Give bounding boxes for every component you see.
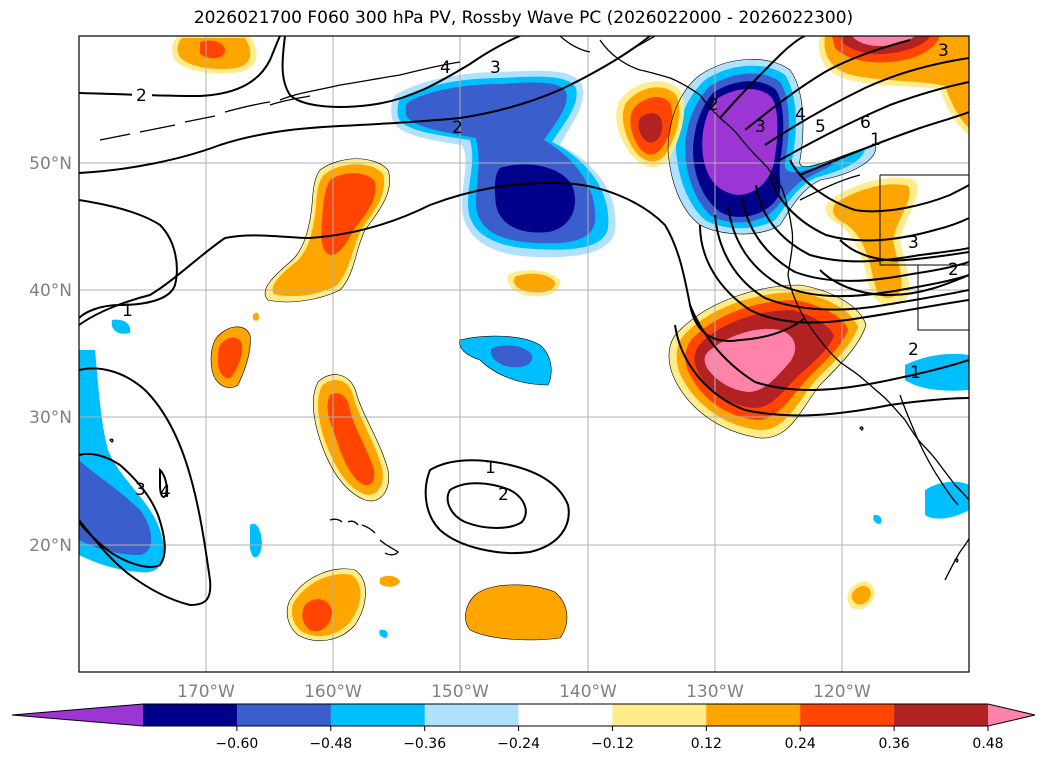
lon-label-130w: 130°W [686,682,744,702]
colorbar-segment [800,704,895,726]
contour-label: 6 [860,113,871,133]
contour-labels: 2 4 3 2 2 1 4 5 6 3 1 2 1 3 4 1 2 3 2 3 [122,41,959,505]
contour-label: 1 [870,130,881,150]
contour-label: 1 [485,458,496,478]
colorbar-segment [143,704,238,726]
contour-label: 2 [498,485,509,505]
colorbar-tick-label: 0.24 [785,736,816,752]
anomaly-outlines [210,59,876,641]
colorbar-extension-high [988,704,1035,726]
colorbar-labels: −0.60 −0.48 −0.36 −0.24 −0.12 0.12 0.24 0.36 0.4… [215,726,1004,752]
contour-label: 2 [948,260,959,280]
positive-anomaly-south-central [465,584,567,640]
contour-label: 1 [122,301,133,321]
positive-anomaly-northwest [172,36,257,74]
negative-anomaly-east [379,353,969,638]
lat-label-50n: 50°N [29,154,72,174]
colorbar-segment [612,704,707,726]
contour-label: 2 [908,340,919,360]
map-content: 2 4 3 2 2 1 4 5 6 3 1 2 1 3 4 1 2 3 2 3 [79,36,969,672]
colorbar-tick-label: −0.36 [403,736,446,752]
colorbar-segment [424,704,520,726]
contour-label: 1 [910,363,921,383]
colorbar-tick-label: 0.48 [972,736,1003,752]
colorbar-segment [706,704,801,726]
colorbar [11,703,1036,727]
lon-label-140w: 140°W [559,682,617,702]
longitude-labels: 170°W 160°W 150°W 140°W 130°W 120°W [177,682,871,702]
map-frame [78,35,970,673]
lat-label-30n: 30°N [29,408,72,428]
colorbar-tick-label: −0.24 [497,736,540,752]
coastlines [99,36,969,581]
negative-anomaly-west-edge [79,319,262,573]
colorbar-segment [330,704,426,726]
lon-label-150w: 150°W [431,682,489,702]
map-title: 2026021700 F060 300 hPa PV, Rossby Wave … [193,8,854,28]
contour-label: 3 [490,58,501,78]
negative-anomaly-subtropical [459,336,552,385]
colorbar-outline [11,703,1036,727]
colorbar-segment [518,704,613,726]
colorbar-tick-label: −0.12 [591,736,634,752]
colorbar-extension-low [12,704,143,726]
positive-anomaly-small-west [211,312,260,388]
lon-label-120w: 120°W [813,682,871,702]
contour-label: 3 [755,117,766,137]
contour-label: 4 [160,482,171,502]
positive-anomaly-mexico [380,575,875,610]
lat-label-20n: 20°N [29,536,72,556]
lon-label-170w: 170°W [177,682,235,702]
graticule [79,36,969,672]
colorbar-tick-label: 0.36 [879,736,910,752]
latitude-labels: 50°N 40°N 30°N 20°N [29,154,72,556]
contour-label: 4 [795,105,806,125]
colorbar-tick-label: 0.12 [691,736,722,752]
colorbar-tick-label: −0.48 [309,736,352,752]
rossby-wave-contours [79,36,969,607]
positive-anomaly-central [313,374,389,501]
contour-label: 3 [135,480,146,500]
contour-label: 2 [708,95,719,115]
colorbar-tick-label: −0.60 [215,736,258,752]
colorbar-segment [236,704,332,726]
lat-label-40n: 40°N [29,281,72,301]
contour-label: 3 [908,233,919,253]
contour-label: 2 [452,118,463,138]
positive-anomaly-south-west [287,568,366,641]
contour-label: 5 [815,117,826,137]
contour-label: 4 [440,58,451,78]
colorbar-segment [894,704,989,726]
contour-label: 3 [938,41,949,61]
lon-label-160w: 160°W [304,682,362,702]
positive-anomaly-alaska [616,81,685,168]
contour-label: 2 [136,86,147,106]
